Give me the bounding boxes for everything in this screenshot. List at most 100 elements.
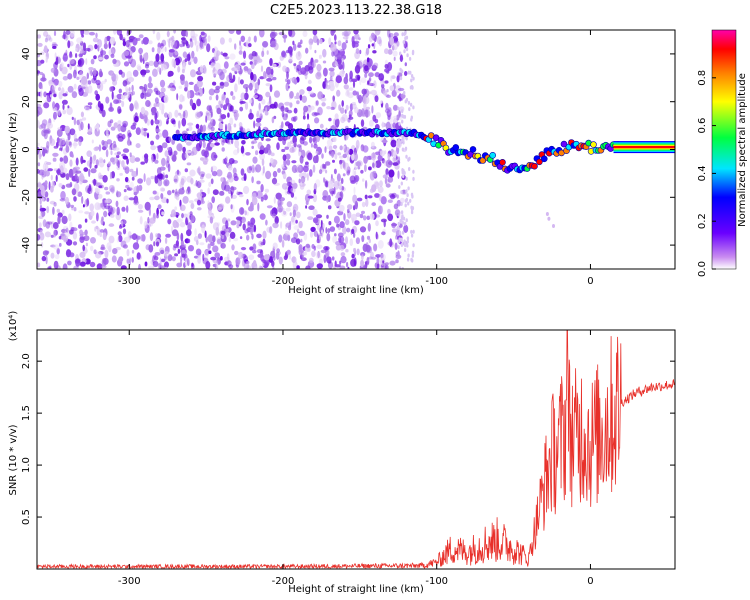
noise-speck	[400, 237, 403, 242]
noise-speck	[107, 205, 113, 214]
noise-speck	[300, 238, 303, 243]
noise-speck	[351, 253, 355, 259]
noise-speck	[326, 256, 332, 264]
noise-speck	[397, 87, 405, 92]
noise-speck	[61, 215, 68, 225]
noise-speck	[202, 124, 207, 132]
noise-speck	[105, 191, 111, 195]
noise-speck	[138, 47, 144, 55]
noise-speck	[410, 192, 414, 197]
noise-speck	[356, 74, 361, 81]
noise-speck	[306, 189, 312, 195]
noise-speck	[205, 236, 208, 243]
noise-speck	[186, 128, 189, 132]
noise-speck	[288, 55, 293, 62]
noise-speck	[409, 102, 413, 107]
noise-speck	[83, 42, 86, 51]
noise-speck	[401, 230, 405, 235]
noise-speck	[340, 252, 346, 257]
noise-speck	[245, 152, 251, 156]
noise-speck	[326, 195, 329, 203]
noise-speck	[223, 61, 229, 69]
noise-speck	[308, 66, 314, 74]
noise-speck	[73, 83, 77, 90]
noise-speck	[349, 103, 353, 111]
noise-speck	[58, 236, 62, 240]
noise-speck	[90, 168, 97, 174]
noise-speck	[148, 60, 155, 66]
noise-speck	[288, 85, 291, 89]
noise-speck	[302, 30, 308, 37]
noise-speck	[292, 182, 298, 189]
noise-speck	[397, 239, 400, 244]
noise-speck	[68, 59, 75, 65]
noise-speck	[354, 64, 361, 74]
noise-speck	[183, 213, 188, 218]
noise-speck	[337, 40, 342, 47]
noise-speck	[377, 240, 384, 249]
noise-speck	[69, 128, 76, 136]
noise-speck	[171, 256, 176, 262]
noise-speck	[202, 141, 206, 149]
noise-speck	[545, 212, 549, 216]
noise-speck	[286, 109, 293, 114]
noise-speck	[82, 231, 87, 236]
noise-speck	[289, 91, 294, 99]
noise-speck	[398, 266, 402, 269]
noise-speck	[256, 117, 262, 123]
noise-speck	[321, 153, 324, 159]
noise-speck	[128, 197, 135, 201]
noise-speck	[311, 111, 318, 117]
noise-speck	[364, 194, 368, 200]
noise-speck	[256, 249, 263, 254]
noise-speck	[293, 232, 298, 239]
noise-speck	[380, 253, 386, 261]
noise-speck	[293, 78, 298, 85]
noise-speck	[163, 112, 169, 118]
noise-speck	[381, 121, 385, 128]
noise-speck	[201, 224, 206, 234]
noise-speck	[296, 164, 302, 172]
noise-speck	[136, 252, 141, 260]
noise-speck	[216, 107, 222, 115]
noise-speck	[402, 174, 405, 179]
noise-speck	[296, 64, 302, 72]
noise-speck	[323, 254, 327, 264]
noise-speck	[106, 35, 111, 42]
noise-speck	[191, 262, 194, 267]
noise-speck	[371, 184, 377, 193]
noise-speck	[298, 220, 303, 229]
noise-speck	[404, 71, 408, 76]
noise-speck	[173, 174, 179, 184]
noise-speck	[403, 221, 407, 226]
noise-speck	[275, 251, 280, 260]
noise-speck	[72, 241, 78, 246]
noise-speck	[222, 52, 228, 57]
noise-speck	[291, 216, 295, 223]
noise-speck	[372, 171, 377, 178]
noise-speck	[61, 99, 68, 105]
noise-speck	[305, 265, 311, 269]
noise-speck	[136, 167, 138, 176]
noise-speck	[119, 225, 123, 229]
noise-speck	[298, 151, 302, 157]
noise-speck	[334, 260, 337, 268]
noise-speck	[93, 178, 97, 186]
noise-speck	[148, 76, 152, 83]
noise-speck	[225, 220, 229, 229]
noise-speck	[40, 59, 45, 64]
noise-speck	[248, 36, 251, 42]
noise-speck	[115, 200, 119, 207]
noise-speck	[98, 157, 104, 164]
noise-speck	[96, 227, 101, 236]
noise-speck	[109, 119, 114, 124]
noise-speck	[407, 186, 410, 191]
noise-speck	[161, 157, 166, 167]
noise-speck	[100, 48, 104, 57]
noise-speck	[134, 157, 141, 162]
noise-speck	[75, 258, 81, 267]
noise-speck	[359, 78, 362, 86]
noise-speck	[260, 242, 265, 246]
noise-speck	[375, 160, 382, 169]
